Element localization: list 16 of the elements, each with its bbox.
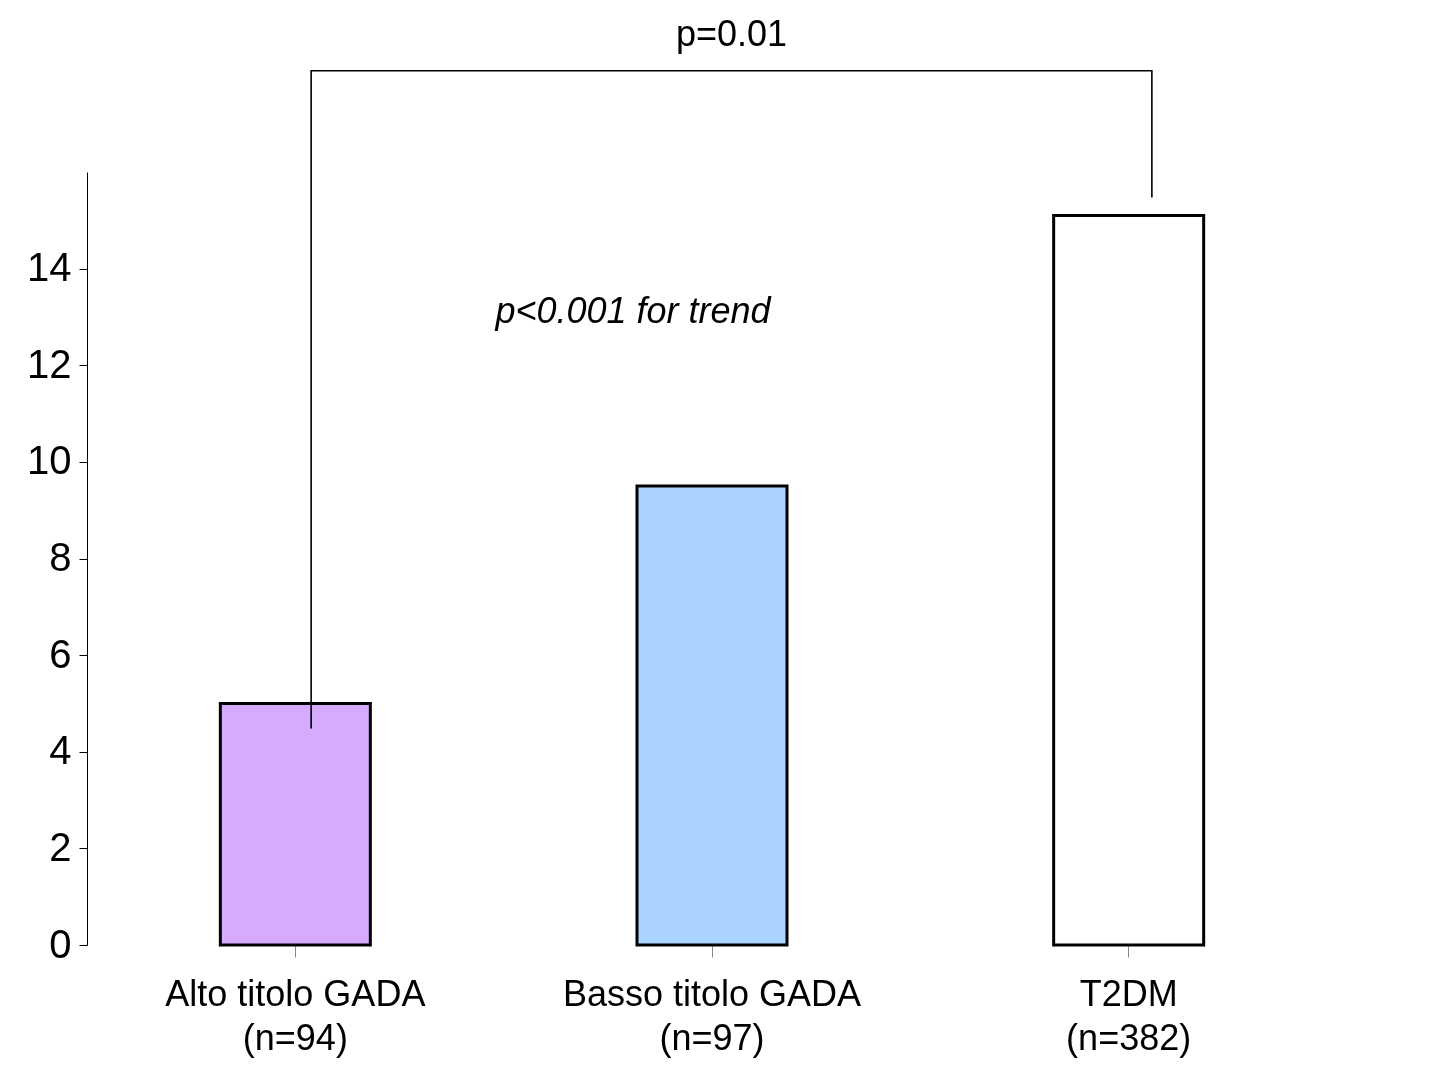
bar	[218, 701, 372, 947]
annotation: p<0.001 for trend	[494, 290, 772, 331]
bar	[1052, 213, 1206, 947]
x-tick-label: Alto titolo GADA (n=94)	[165, 972, 426, 1058]
y-tick-label: 12	[27, 341, 72, 386]
x-tick-label: T2DM (n=382)	[1066, 972, 1192, 1058]
y-tick-label: 10	[27, 438, 72, 483]
x-tick-label: Basso titolo GADA (n=97)	[562, 972, 862, 1058]
y-tick-label: 8	[49, 535, 72, 579]
bar	[635, 484, 789, 947]
y-tick-label: 2	[49, 824, 72, 869]
y-tick-label: 6	[49, 631, 72, 676]
y-tick-label: 14	[27, 245, 72, 290]
y-tick-label: 0	[49, 921, 72, 966]
y-tick-label: 4	[49, 728, 72, 773]
text: p=0.01	[675, 13, 788, 54]
